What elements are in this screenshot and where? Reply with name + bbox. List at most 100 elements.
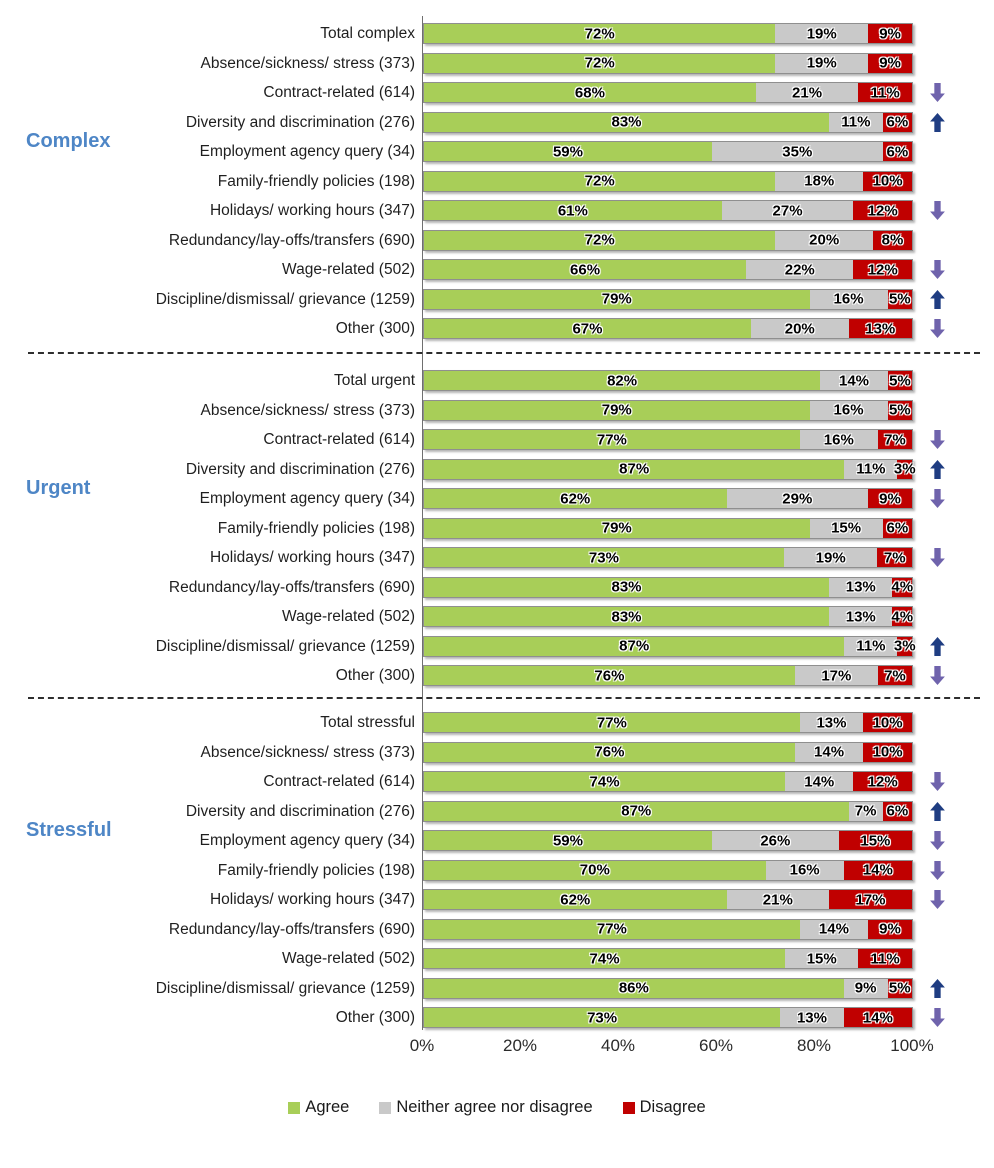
segment-agree: 77% <box>424 919 800 939</box>
category-label: Total urgent <box>334 372 415 389</box>
value-label: 16% <box>833 401 864 419</box>
category-label: Family-friendly policies (198) <box>217 861 415 879</box>
segment-agree: 87% <box>424 801 849 821</box>
significance-arrow <box>924 429 950 450</box>
stacked-bar: 72% 18% 10% <box>423 170 913 192</box>
value-label: 86% <box>618 979 649 997</box>
significance-arrow <box>924 488 950 509</box>
value-label: 77% <box>596 920 627 938</box>
segment-disagree: 4% <box>891 607 913 626</box>
segment-disagree: 4% <box>891 577 914 597</box>
segment-neither: 11% <box>844 636 898 656</box>
down-arrow-icon <box>929 260 945 279</box>
segment-neither: 17% <box>794 666 878 685</box>
segment-agree: 66% <box>424 260 747 279</box>
value-label: 62% <box>560 490 591 507</box>
segment-agree: 77% <box>424 430 800 449</box>
stacked-bar: 83% 11% 6% <box>423 111 913 133</box>
segment-agree: 70% <box>424 860 766 880</box>
segment-disagree: 6% <box>882 112 912 132</box>
segment-disagree: 3% <box>894 636 916 656</box>
stacked-bar: 82% 14% 5% <box>423 370 913 391</box>
value-label: 83% <box>611 578 642 596</box>
segment-agree: 83% <box>424 577 830 597</box>
value-label: 67% <box>572 320 603 337</box>
chart-row: Wage-related (502) 66% 22% 12% <box>0 259 994 280</box>
stacked-bar: 79% 15% 6% <box>423 517 913 539</box>
segment-agree: 74% <box>424 772 786 791</box>
segment-agree: 59% <box>424 831 712 850</box>
segment-disagree: 6% <box>882 518 912 538</box>
value-label: 68% <box>574 84 605 101</box>
value-label: 70% <box>579 861 610 879</box>
value-label: 72% <box>584 25 615 42</box>
up-arrow-icon <box>929 636 945 656</box>
value-label: 4% <box>891 578 914 596</box>
section-complex: Total complex 72% 19% 9% Absence/sickness/ s… <box>0 23 994 348</box>
segment-disagree: 9% <box>868 24 912 43</box>
segment-disagree: 17% <box>829 890 912 909</box>
segment-agree: 83% <box>424 607 830 626</box>
segment-neither: 27% <box>721 201 854 220</box>
significance-arrow <box>924 82 950 103</box>
legend-swatch-icon <box>288 1101 301 1114</box>
value-label: 5% <box>889 372 911 389</box>
up-arrow-icon <box>929 289 945 309</box>
segment-neither: 22% <box>746 260 854 279</box>
y-axis-line <box>422 16 423 1030</box>
chart-row: Diversity and discrimination (276) 87% 11%… <box>0 458 994 480</box>
x-axis-tick: 60% <box>698 1036 734 1055</box>
value-label: 83% <box>611 608 642 625</box>
stacked-bar: 83% 13% 4% <box>423 576 914 598</box>
legend-item: Disagree <box>622 1098 706 1117</box>
stacked-bar: 83% 13% 4% <box>423 606 913 627</box>
stacked-bar: 87% 11% 3% <box>423 635 916 657</box>
segment-neither: 11% <box>829 112 883 132</box>
segment-neither: 21% <box>726 890 830 909</box>
stacked-bar: 76% 17% 7% <box>423 665 913 686</box>
category-label: Wage-related (502) <box>282 608 415 625</box>
value-label: 17% <box>855 891 886 908</box>
significance-arrow <box>924 636 950 657</box>
legend-item: Agree <box>288 1098 349 1117</box>
category-label: Redundancy/lay-offs/transfers (690) <box>168 231 415 249</box>
value-label: 72% <box>584 231 615 249</box>
chart-row: Discipline/dismissal/ grievance (1259) 87… <box>0 635 994 657</box>
legend: Agree Neither agree nor disagree Disagree <box>0 1098 994 1117</box>
stacked-bar: 61% 27% 12% <box>423 200 913 221</box>
category-label: Other (300) <box>335 320 415 337</box>
significance-arrow <box>924 830 950 851</box>
value-label: 35% <box>782 143 813 160</box>
segment-agree: 83% <box>424 112 830 132</box>
segment-disagree: 9% <box>868 489 912 508</box>
value-label: 61% <box>557 202 588 219</box>
segment-agree: 79% <box>424 289 810 309</box>
value-label: 74% <box>589 950 620 967</box>
chart-row: Employment agency query (34) 59% 26% 15% <box>0 830 994 851</box>
segment-disagree: 12% <box>853 201 912 220</box>
stacked-bar: 59% 26% 15% <box>423 830 913 851</box>
segment-neither: 29% <box>726 489 869 508</box>
chart-row: Redundancy/lay-offs/transfers (690) 72% 20… <box>0 229 994 251</box>
up-arrow-icon <box>929 112 945 132</box>
segment-neither: 19% <box>783 548 878 567</box>
stacked-bar: 77% 14% 9% <box>423 918 913 940</box>
value-label: 6% <box>886 143 909 160</box>
segment-disagree: 13% <box>848 319 912 338</box>
value-label: 14% <box>804 773 835 790</box>
value-label: 9% <box>879 490 901 507</box>
value-label: 10% <box>872 743 903 761</box>
category-label: Family-friendly policies (198) <box>217 172 415 190</box>
value-label: 7% <box>884 667 906 684</box>
value-label: 21% <box>792 84 823 101</box>
segment-neither: 21% <box>755 83 859 102</box>
segment-neither: 13% <box>829 607 893 626</box>
chart-row: Employment agency query (34) 62% 29% 9% <box>0 488 994 509</box>
chart-row: Discipline/dismissal/ grievance (1259) 79… <box>0 288 994 310</box>
value-label: 77% <box>596 714 627 731</box>
up-arrow-icon <box>929 459 945 479</box>
chart-row: Family-friendly policies (198) 72% 18% 10% <box>0 170 994 192</box>
chart-row: Contract-related (614) 77% 16% 7% <box>0 429 994 450</box>
chart-row: Total complex 72% 19% 9% <box>0 23 994 44</box>
segment-neither: 9% <box>843 978 888 998</box>
